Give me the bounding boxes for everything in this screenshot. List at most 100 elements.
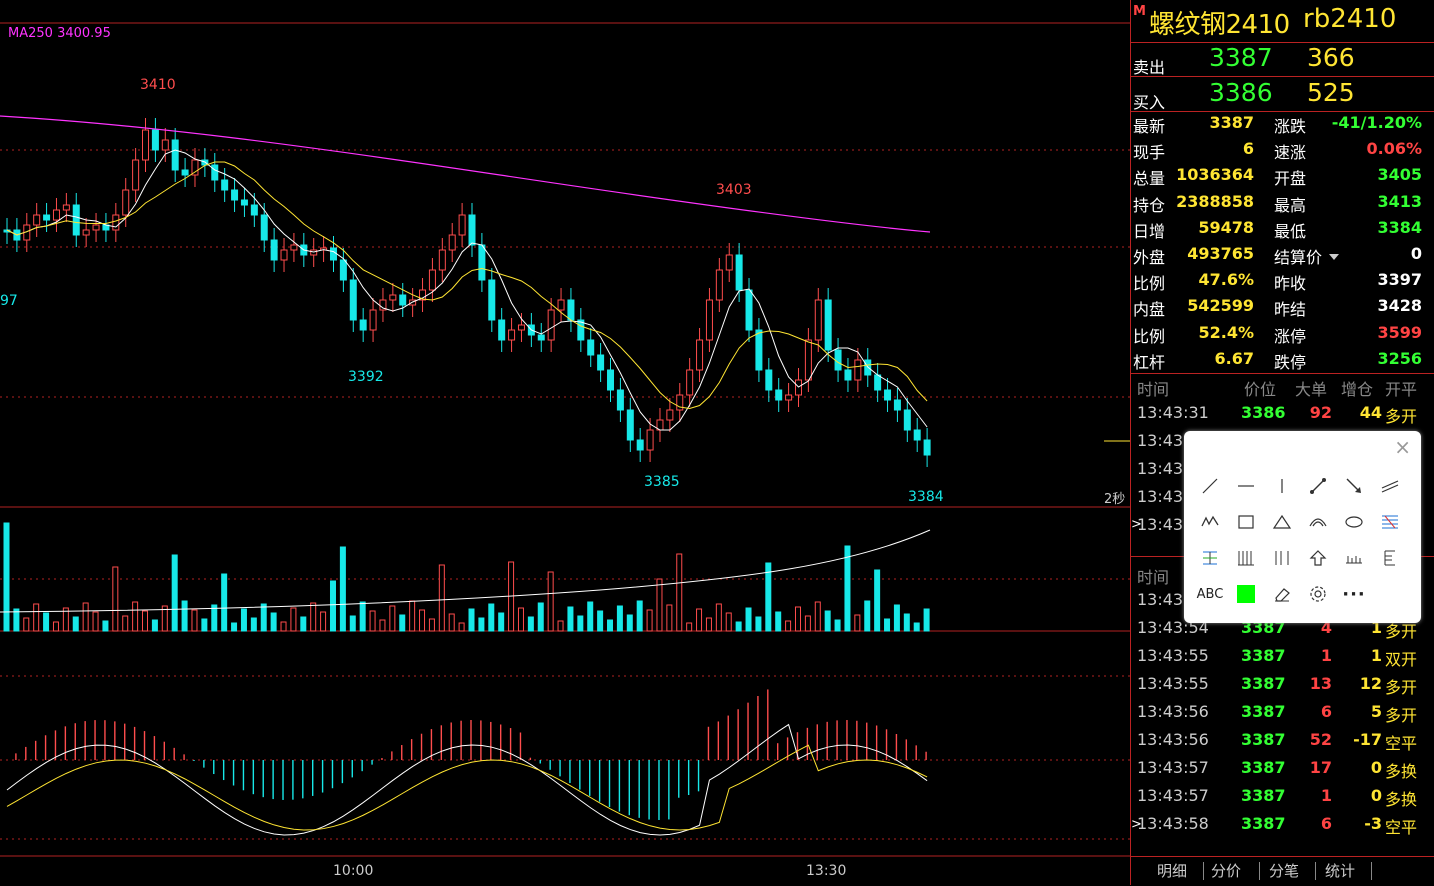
quote-value: 1036364 xyxy=(1176,165,1254,185)
candle-body xyxy=(488,279,496,321)
tick-row[interactable]: 13:43:57 3387 1 0 多换 xyxy=(1131,786,1434,814)
volume-bar xyxy=(419,609,426,632)
vertical-line-icon[interactable] xyxy=(1268,472,1296,500)
candle-body xyxy=(755,329,763,371)
text-tool-icon[interactable]: ABC xyxy=(1196,586,1224,602)
kline-svg[interactable] xyxy=(0,0,1130,885)
candle-body xyxy=(547,309,555,341)
rectangle-icon[interactable] xyxy=(1232,508,1260,536)
buy-row[interactable]: 买入 3386 525 xyxy=(1131,77,1434,112)
close-icon[interactable]: × xyxy=(1394,435,1411,459)
tick-row[interactable]: 13:43: xyxy=(1131,431,1434,459)
volume-bar xyxy=(250,617,257,632)
volume-bar xyxy=(142,610,149,632)
current-row-marker-icon: > xyxy=(1131,817,1142,832)
ruler-icon[interactable] xyxy=(1340,544,1368,572)
ellipse-icon[interactable] xyxy=(1340,508,1368,536)
fibonacci-icon[interactable] xyxy=(1376,508,1404,536)
tick-row[interactable]: 13:43: xyxy=(1131,487,1434,515)
tab-stats[interactable]: 统计 xyxy=(1325,862,1356,880)
timer-label: 2秒 xyxy=(1104,492,1126,507)
volume-bar xyxy=(844,545,851,632)
ray-line-icon[interactable] xyxy=(1304,472,1332,500)
volume-bar xyxy=(112,566,119,632)
buy-label: 买入 xyxy=(1133,93,1166,112)
tick-row[interactable]: 13:43: xyxy=(1131,590,1434,618)
tick-row[interactable]: 13:43: xyxy=(1131,459,1434,487)
volume-bar xyxy=(537,602,544,632)
tick-price: 3387 xyxy=(1241,730,1286,749)
line-segment-icon[interactable] xyxy=(1196,472,1224,500)
candle-body xyxy=(666,409,674,421)
tab-detail[interactable]: 明细 xyxy=(1157,862,1188,880)
fib-time-icon[interactable] xyxy=(1268,544,1296,572)
tick-row[interactable]: 13:43:57 3387 17 0 多换 xyxy=(1131,758,1434,786)
polyline-icon[interactable] xyxy=(1196,508,1224,536)
tab-price-dist[interactable]: 分价 xyxy=(1211,862,1242,880)
volume-bar xyxy=(587,601,594,632)
candle-body xyxy=(676,394,684,411)
tick-oi-change: -3 xyxy=(1364,814,1382,833)
candle-body xyxy=(290,244,298,251)
quote-label: 持仓 xyxy=(1133,195,1166,215)
candle-body xyxy=(339,259,347,281)
arrow-line-icon[interactable] xyxy=(1340,472,1368,500)
up-arrow-icon[interactable] xyxy=(1304,544,1332,572)
horizontal-line-icon[interactable] xyxy=(1232,472,1260,500)
quote-value-2: 3384 xyxy=(1377,217,1422,237)
volume-bar xyxy=(62,607,69,632)
candle-body xyxy=(369,309,377,331)
quote-label: 内盘 xyxy=(1133,300,1166,320)
candle-body xyxy=(686,369,694,396)
sell-volume: 366 xyxy=(1307,43,1355,72)
tick-volume: 1 xyxy=(1320,646,1332,665)
contract-code: rb2410 xyxy=(1303,4,1397,34)
eraser-icon[interactable] xyxy=(1268,580,1296,608)
settings-gear-icon[interactable] xyxy=(1304,580,1332,608)
tick-row[interactable]: 13:43: xyxy=(1131,515,1434,543)
candle-body xyxy=(458,214,466,236)
period-lines-icon[interactable] xyxy=(1232,544,1260,572)
tick-row[interactable]: 13:43:31 3386 92 44 多开 xyxy=(1131,403,1434,431)
candle-body xyxy=(824,299,832,351)
sell-row[interactable]: 卖出 3387 366 xyxy=(1131,42,1434,77)
candle-body xyxy=(597,354,605,371)
kline-chart-area[interactable]: MA250 3400.95 3410 3403 3392 3385 3384 9… xyxy=(0,0,1130,885)
candle-body xyxy=(567,299,575,321)
volume-bar xyxy=(161,605,168,632)
volume-bar xyxy=(13,608,20,632)
quote-label-2: 昨收 xyxy=(1274,274,1307,294)
tick-row[interactable]: 13:43:55 3387 1 1 双开 xyxy=(1131,646,1434,674)
color-picker-icon[interactable] xyxy=(1232,580,1260,608)
tick-row[interactable]: 13:43:58 3387 6 -3 空平 xyxy=(1131,814,1434,842)
parallel-line-icon[interactable] xyxy=(1376,472,1404,500)
arc-icon[interactable] xyxy=(1304,508,1332,536)
tick-row[interactable]: 13:43:56 3387 52 -17 空平 xyxy=(1131,730,1434,758)
more-icon[interactable]: ··· xyxy=(1342,583,1366,605)
quote-label-2: 结算价 xyxy=(1274,248,1323,267)
price-range-icon[interactable] xyxy=(1196,544,1224,572)
quote-label: 总量 xyxy=(1133,169,1166,189)
volume-bar xyxy=(468,608,475,632)
contract-header: M 螺纹钢2410 rb2410 xyxy=(1131,0,1434,43)
triangle-icon[interactable] xyxy=(1268,508,1296,536)
candle-body xyxy=(62,204,70,211)
quote-label: 现手 xyxy=(1133,143,1166,163)
gann-icon[interactable] xyxy=(1376,544,1404,572)
volume-bar xyxy=(329,580,336,632)
tick-type: 多换 xyxy=(1385,762,1418,781)
tick-price: 3387 xyxy=(1241,702,1286,721)
volume-bar xyxy=(864,600,871,632)
candle-body xyxy=(112,214,120,231)
volume-bar xyxy=(300,616,307,632)
volume-bar xyxy=(893,604,900,632)
dropdown-arrow-icon[interactable] xyxy=(1329,254,1339,260)
volume-bar xyxy=(636,600,643,632)
quote-row: 日增 59478 最低 3384 xyxy=(1131,216,1434,242)
candle-body xyxy=(775,389,783,401)
candle-body xyxy=(626,409,634,441)
tab-ticks[interactable]: 分笔 xyxy=(1269,862,1300,880)
tick-row[interactable]: 13:43:56 3387 6 5 多开 xyxy=(1131,702,1434,730)
tick-time: 13:43:57 xyxy=(1137,758,1209,777)
tick-row[interactable]: 13:43:55 3387 13 12 多开 xyxy=(1131,674,1434,702)
